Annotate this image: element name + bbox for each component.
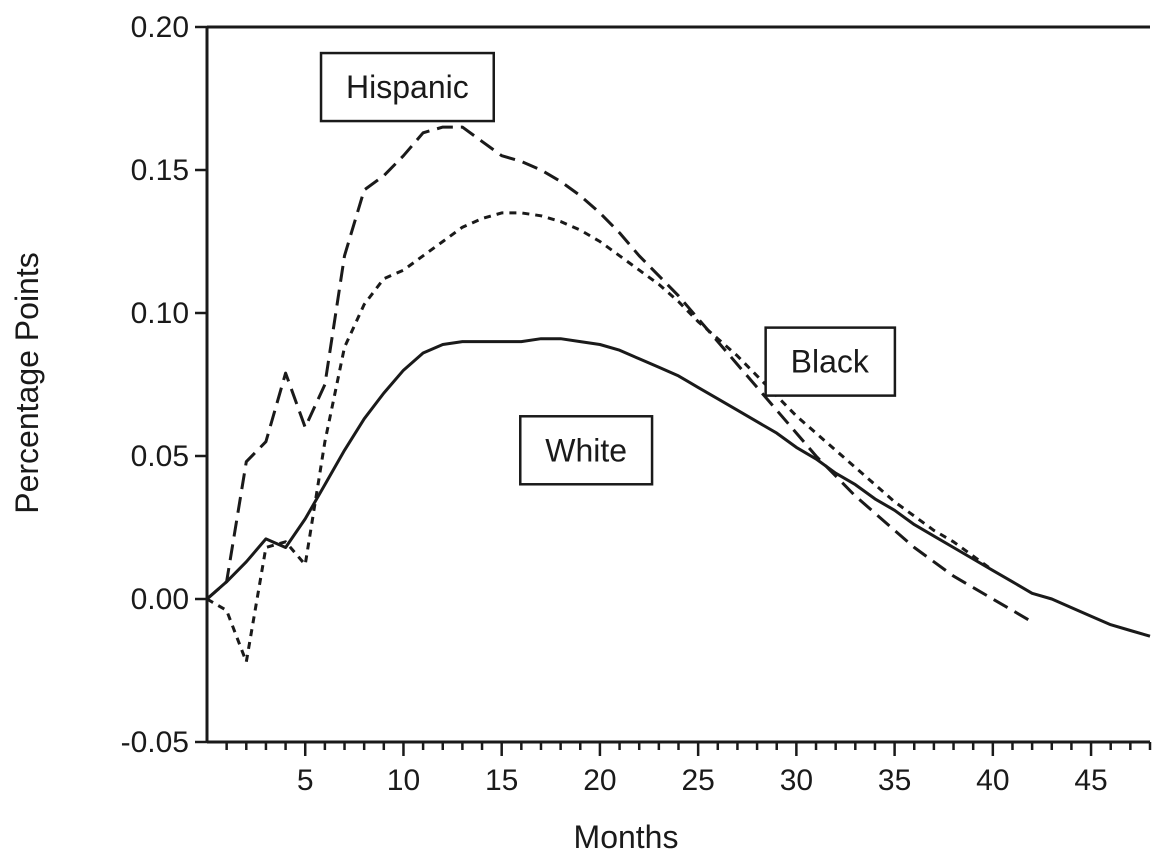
x-tick-label: 10 bbox=[387, 764, 420, 797]
y-tick-label: 0.00 bbox=[131, 583, 189, 616]
x-tick-label: 40 bbox=[976, 764, 1009, 797]
x-tick-label: 35 bbox=[878, 764, 911, 797]
series-label-box bbox=[519, 415, 654, 486]
series-line-hispanic bbox=[206, 125, 1033, 624]
plot-frame bbox=[205, 25, 1150, 744]
series-label-text: Hispanic bbox=[346, 69, 469, 105]
y-tick-label: 0.20 bbox=[131, 11, 189, 44]
series-line-white bbox=[206, 337, 1151, 638]
y-tick-label: 0.10 bbox=[131, 297, 189, 330]
series-label-box bbox=[764, 326, 897, 397]
series-label-white: White bbox=[519, 415, 654, 486]
y-tick-label: 0.15 bbox=[131, 154, 189, 187]
x-tick-label: 15 bbox=[485, 764, 518, 797]
series-label-box bbox=[319, 51, 495, 123]
series-label-hispanic: Hispanic bbox=[319, 51, 495, 123]
series-layer bbox=[206, 125, 1151, 664]
series-line-black bbox=[206, 211, 994, 664]
annotation-layer: Hispanic Black White bbox=[319, 51, 897, 486]
y-tick-label: -0.05 bbox=[121, 726, 189, 759]
series-label-text: Black bbox=[791, 344, 870, 380]
x-axis-title: Months bbox=[574, 819, 679, 855]
x-tick-label: 30 bbox=[780, 764, 813, 797]
x-tick-label: 45 bbox=[1074, 764, 1107, 797]
series-label-text: White bbox=[545, 432, 627, 468]
x-tick-label: 25 bbox=[681, 764, 714, 797]
series-label-black: Black bbox=[764, 326, 897, 397]
y-axis-title: Percentage Points bbox=[9, 252, 45, 514]
x-tick-label: 5 bbox=[297, 764, 314, 797]
x-tick-label: 20 bbox=[583, 764, 616, 797]
y-tick-label: 0.05 bbox=[131, 440, 189, 473]
tick-layer: -0.05 0.00 0.05 0.10 0.15 0.20 5 10 15 20 25 30 35 40… bbox=[121, 11, 1152, 797]
